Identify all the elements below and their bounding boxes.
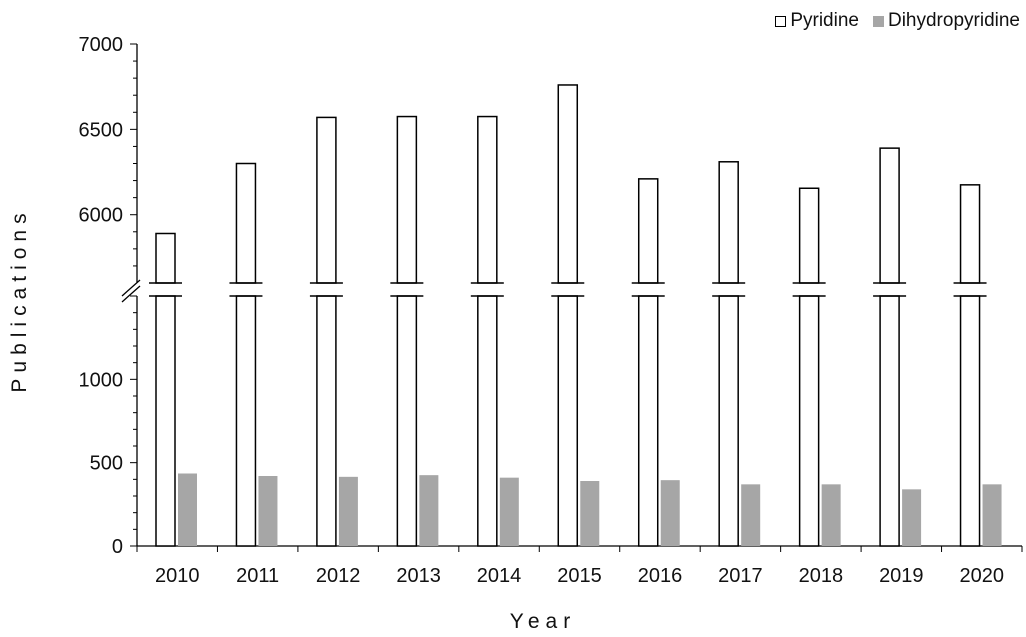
bar-dihydropyridine — [741, 484, 761, 546]
x-tick-label: 2019 — [879, 565, 924, 587]
bar-pyridine-lower — [959, 295, 981, 547]
x-axis-title: Year — [509, 610, 577, 633]
bar-pyridine-upper — [879, 147, 900, 284]
bar-pyridine-lower — [718, 295, 739, 547]
bar-pyridine-lower — [637, 295, 659, 547]
bar-pyridine-upper — [637, 178, 659, 284]
x-tick-label: 2017 — [718, 565, 763, 587]
legend-label-pyridine: Pyridine — [790, 10, 859, 31]
bar-dihydropyridine — [660, 480, 680, 546]
x-tick-label: 2018 — [799, 565, 844, 587]
bar-pyridine-upper — [557, 84, 579, 284]
x-tick-label: 2010 — [155, 565, 200, 587]
y-tick-label: 0 — [112, 536, 123, 558]
bar-pyridine-lower — [235, 295, 257, 547]
y-tick-label: 500 — [90, 453, 123, 475]
x-tick-label: 2020 — [960, 565, 1005, 587]
y-tick-label: 1000 — [79, 369, 124, 391]
bar-dihydropyridine — [419, 475, 439, 546]
x-tick-label: 2012 — [316, 565, 361, 587]
bar-dihydropyridine — [580, 481, 600, 546]
bar-dihydropyridine — [821, 484, 841, 546]
bar-pyridine-upper — [718, 161, 739, 284]
bar-pyridine-upper — [798, 187, 820, 284]
bar-dihydropyridine — [499, 477, 519, 546]
x-tick-label: 2015 — [557, 565, 602, 587]
x-tick-label: 2013 — [396, 565, 441, 587]
legend-swatch-dihydropyridine — [872, 15, 884, 27]
axis-break-mark — [121, 279, 141, 297]
bar-pyridine-upper — [155, 232, 176, 284]
bar-dihydropyridine — [178, 473, 197, 546]
axis-break-mark — [121, 285, 141, 303]
bar-pyridine-upper — [959, 184, 981, 284]
bar-dihydropyridine — [338, 476, 358, 546]
y-tick-label: 6000 — [79, 205, 124, 227]
bar-dihydropyridine — [982, 484, 1002, 546]
bar-pyridine-lower — [316, 295, 337, 547]
bar-pyridine-lower — [557, 295, 579, 547]
x-tick-label: 2016 — [638, 565, 683, 587]
legend: Pyridine Dihydropyridine — [775, 10, 1020, 32]
bar-pyridine-lower — [155, 295, 176, 547]
bar-pyridine-upper — [235, 162, 257, 284]
y-tick-label: 7000 — [79, 34, 124, 56]
bar-dihydropyridine — [902, 489, 922, 546]
bar-pyridine-lower — [396, 295, 418, 547]
y-axis-title: Publications — [8, 207, 31, 393]
x-tick-label: 2014 — [477, 565, 522, 587]
y-tick-label: 6500 — [79, 119, 124, 141]
bar-pyridine-upper — [477, 115, 498, 284]
bar-dihydropyridine — [258, 476, 278, 546]
bar-pyridine-upper — [396, 115, 418, 284]
legend-swatch-pyridine — [775, 15, 787, 27]
legend-label-dihydropyridine: Dihydropyridine — [887, 10, 1020, 31]
bar-pyridine-upper — [316, 116, 337, 284]
bar-pyridine-lower — [798, 295, 820, 547]
bar-pyridine-lower — [477, 295, 498, 547]
x-tick-label: 2011 — [236, 565, 279, 587]
bar-pyridine-lower — [879, 295, 900, 547]
